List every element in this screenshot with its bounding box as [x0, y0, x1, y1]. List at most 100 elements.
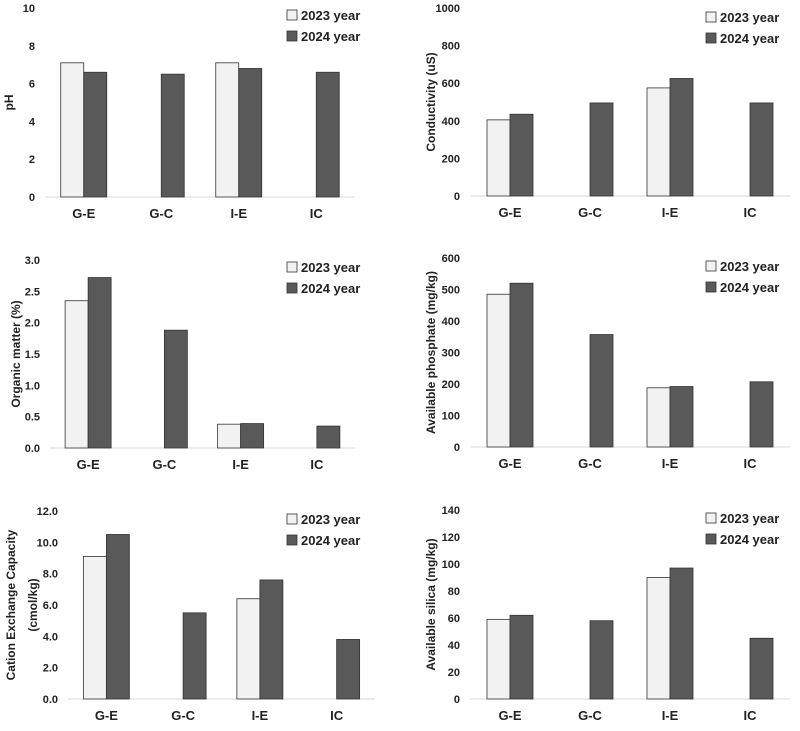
legend-label-2024: 2024 year: [720, 280, 779, 295]
bar-2024-ic: [316, 425, 341, 449]
y-tick-label: 200: [442, 153, 460, 165]
bar-2024-g-c: [589, 620, 614, 700]
category-label: IC: [330, 708, 344, 723]
y-tick-label: 600: [442, 78, 460, 90]
y-axis-label: Available silica (mg/kg): [424, 538, 438, 670]
chart-panel-6: 0 20 40 60 80 100 120 140 Available silica (mg/k…: [424, 505, 790, 723]
legend-label-2023: 2023 year: [301, 8, 360, 23]
legend-label-2024: 2024 year: [301, 533, 360, 548]
y-tick-label: 8.0: [43, 569, 58, 581]
legend-swatch-2023: [286, 261, 298, 273]
y-axis-label: Cation Exchange Capacity: [4, 529, 18, 680]
y-tick-label: 10: [23, 3, 35, 15]
legend-swatch-2024: [705, 281, 717, 293]
bar-2023-g-e: [60, 62, 85, 198]
bar-2024-g-c: [589, 334, 614, 448]
y-tick-label: 2.0: [43, 663, 58, 675]
y-tick-label: 400: [442, 116, 460, 128]
y-tick-label: 12.0: [37, 506, 58, 518]
y-tick-label: 2.5: [25, 286, 40, 298]
category-label: IC: [744, 205, 758, 220]
chart-panel-1: 0 2 4 6 8 10 pH G-E G-C I-E IC 2023 year 2024 year: [2, 3, 360, 221]
y-tick-label: 0.5: [25, 412, 40, 424]
legend-label-2024: 2024 year: [301, 29, 360, 44]
legend-label-2023: 2023 year: [720, 10, 779, 25]
category-label: I-E: [662, 456, 679, 471]
category-label: G-C: [578, 708, 602, 723]
y-tick-label: 800: [442, 41, 460, 53]
y-tick-label: 0: [454, 191, 460, 203]
y-tick-label: 0: [29, 192, 35, 204]
y-tick-label: 300: [442, 348, 460, 360]
legend: 2023 year 2024 year: [286, 512, 360, 548]
category-label: IC: [310, 206, 324, 221]
legend-swatch-2023: [286, 9, 298, 21]
y-tick-label: 0.0: [25, 443, 40, 455]
y-tick-label: 1.5: [25, 349, 40, 361]
y-tick-label: 200: [442, 379, 460, 391]
category-label: G-C: [171, 708, 195, 723]
y-tick-label: 6: [29, 79, 35, 91]
bar-2024-g-c: [163, 329, 188, 449]
bar-2024-i-e: [240, 423, 265, 449]
bar-2024-g-c: [589, 102, 614, 197]
legend-label-2024: 2024 year: [720, 532, 779, 547]
bar-2024-i-e: [259, 579, 284, 700]
legend: 2023 year 2024 year: [705, 10, 779, 46]
legend-label-2024: 2024 year: [720, 31, 779, 46]
y-tick-label: 60: [448, 613, 460, 625]
bar-2024-i-e: [669, 567, 694, 700]
category-label: IC: [310, 457, 324, 472]
legend-swatch-2024: [705, 533, 717, 545]
y-tick-label: 1000: [436, 3, 460, 15]
bar-2024-i-e: [669, 386, 694, 448]
bar-2023-g-e: [82, 556, 107, 700]
y-tick-label: 120: [442, 532, 460, 544]
legend: 2023 year 2024 year: [705, 511, 779, 547]
legend-swatch-2024: [286, 30, 298, 42]
y-tick-label: 1.0: [25, 380, 40, 392]
category-label: G-E: [95, 708, 118, 723]
legend-swatch-2023: [705, 11, 717, 23]
chart-panel-3: 0.0 0.5 1.0 1.5 2.0 2.5 3.0 Organic matter (%) G…: [9, 255, 360, 472]
y-axis-label: Organic matter (%): [9, 300, 23, 407]
y-tick-label: 0: [454, 694, 460, 706]
y-tick-label: 400: [442, 316, 460, 328]
y-tick-label: 600: [442, 253, 460, 265]
legend-swatch-2023: [286, 513, 298, 525]
legend-swatch-2024: [705, 32, 717, 44]
y-axis-label-line2: (cmol/kg): [26, 578, 40, 631]
bar-2023-g-e: [486, 293, 511, 448]
category-label: IC: [744, 708, 758, 723]
legend-swatch-2023: [705, 512, 717, 524]
y-tick-label: 80: [448, 586, 460, 598]
category-label: G-E: [498, 708, 521, 723]
category-label: G-C: [149, 206, 173, 221]
category-label: I-E: [252, 708, 269, 723]
legend-label-2023: 2023 year: [720, 259, 779, 274]
chart-panel-5: 0.0 2.0 4.0 6.0 8.0 10.0 12.0 Cation Exchange C…: [4, 506, 375, 723]
bar-2024-i-e: [669, 78, 694, 197]
legend: 2023 year 2024 year: [286, 260, 360, 296]
bar-2024-i-e: [238, 68, 263, 198]
y-tick-label: 0.0: [43, 694, 58, 706]
bar-2024-ic: [749, 381, 774, 448]
category-label: G-C: [578, 205, 602, 220]
y-tick-label: 8: [29, 41, 35, 53]
y-tick-label: 4: [29, 116, 36, 128]
bar-2023-g-e: [486, 119, 511, 197]
legend: 2023 year 2024 year: [286, 8, 360, 44]
bar-2023-i-e: [215, 62, 240, 198]
y-axis-label: Available phosphate (mg/kg): [424, 271, 438, 434]
y-tick-label: 4.0: [43, 631, 58, 643]
y-tick-label: 100: [442, 559, 460, 571]
legend: 2023 year 2024 year: [705, 259, 779, 295]
y-tick-label: 3.0: [25, 255, 40, 267]
chart-panel-4: 0 100 200 300 400 500 600 Available phosphate (…: [424, 253, 790, 471]
bar-2024-g-e: [105, 534, 130, 700]
category-label: I-E: [662, 205, 679, 220]
y-tick-label: 100: [442, 411, 460, 423]
legend-label-2023: 2023 year: [301, 512, 360, 527]
legend-swatch-2023: [705, 260, 717, 272]
